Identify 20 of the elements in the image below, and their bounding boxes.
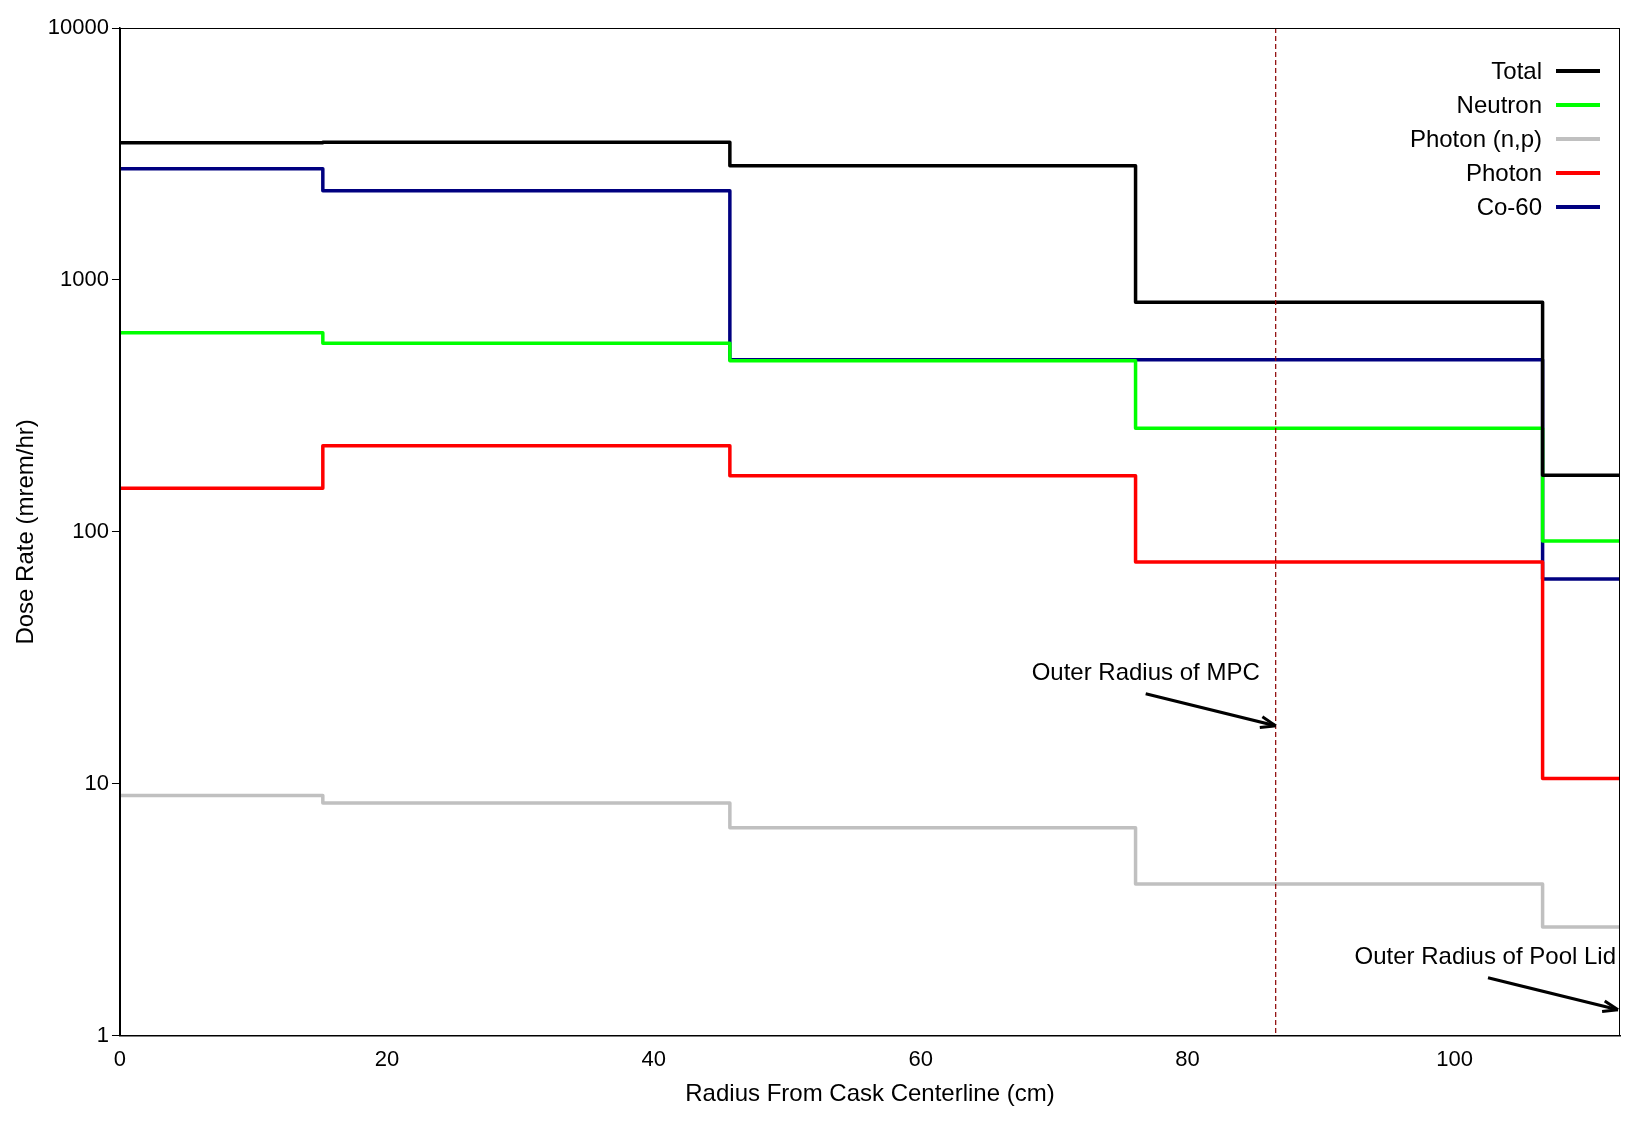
legend-label: Photon	[1465, 159, 1542, 187]
y-tick-label: 100	[72, 517, 109, 543]
legend-label: Neutron	[1456, 91, 1542, 119]
x-tick-label: 20	[374, 1046, 400, 1072]
legend-label: Photon (n,p)	[1409, 125, 1542, 153]
legend-label: Co-60	[1476, 193, 1542, 221]
x-tick-label: 0	[113, 1046, 127, 1072]
x-axis-title: Radius From Cask Centerline (cm)	[685, 1079, 1055, 1107]
y-tick-label: 1000	[60, 266, 109, 292]
y-tick-label: 10	[84, 769, 109, 795]
y-axis-title: Dose Rate (mrem/hr)	[11, 419, 39, 645]
x-tick-label: 60	[908, 1046, 933, 1072]
annotation: Outer Radius of Pool Lid	[1354, 942, 1616, 970]
x-tick-label: 80	[1175, 1046, 1200, 1072]
annotation: Outer Radius of MPC	[1031, 658, 1260, 686]
y-tick-label: 1	[96, 1021, 109, 1047]
x-tick-label: 100	[1436, 1046, 1473, 1072]
legend-label: Total	[1491, 57, 1542, 85]
x-tick-label: 40	[641, 1046, 667, 1072]
y-tick-label: 10000	[47, 14, 109, 40]
